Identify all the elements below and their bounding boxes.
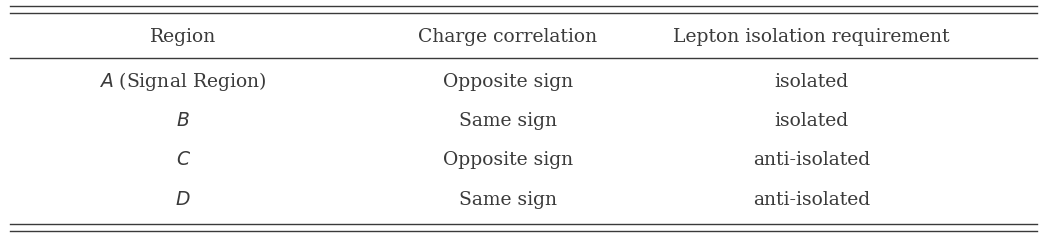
Text: Same sign: Same sign <box>459 112 557 130</box>
Text: anti-isolated: anti-isolated <box>753 191 870 209</box>
Text: $A$ (Signal Region): $A$ (Signal Region) <box>99 70 267 93</box>
Text: $D$: $D$ <box>176 191 191 209</box>
Text: $C$: $C$ <box>176 151 191 169</box>
Text: Region: Region <box>150 28 217 46</box>
Text: $B$: $B$ <box>176 112 191 130</box>
Text: Lepton isolation requirement: Lepton isolation requirement <box>673 28 950 46</box>
Text: Opposite sign: Opposite sign <box>443 151 573 169</box>
Text: Opposite sign: Opposite sign <box>443 73 573 91</box>
Text: isolated: isolated <box>775 73 848 91</box>
Text: Charge correlation: Charge correlation <box>418 28 598 46</box>
Text: isolated: isolated <box>775 112 848 130</box>
Text: anti-isolated: anti-isolated <box>753 151 870 169</box>
Text: Same sign: Same sign <box>459 191 557 209</box>
